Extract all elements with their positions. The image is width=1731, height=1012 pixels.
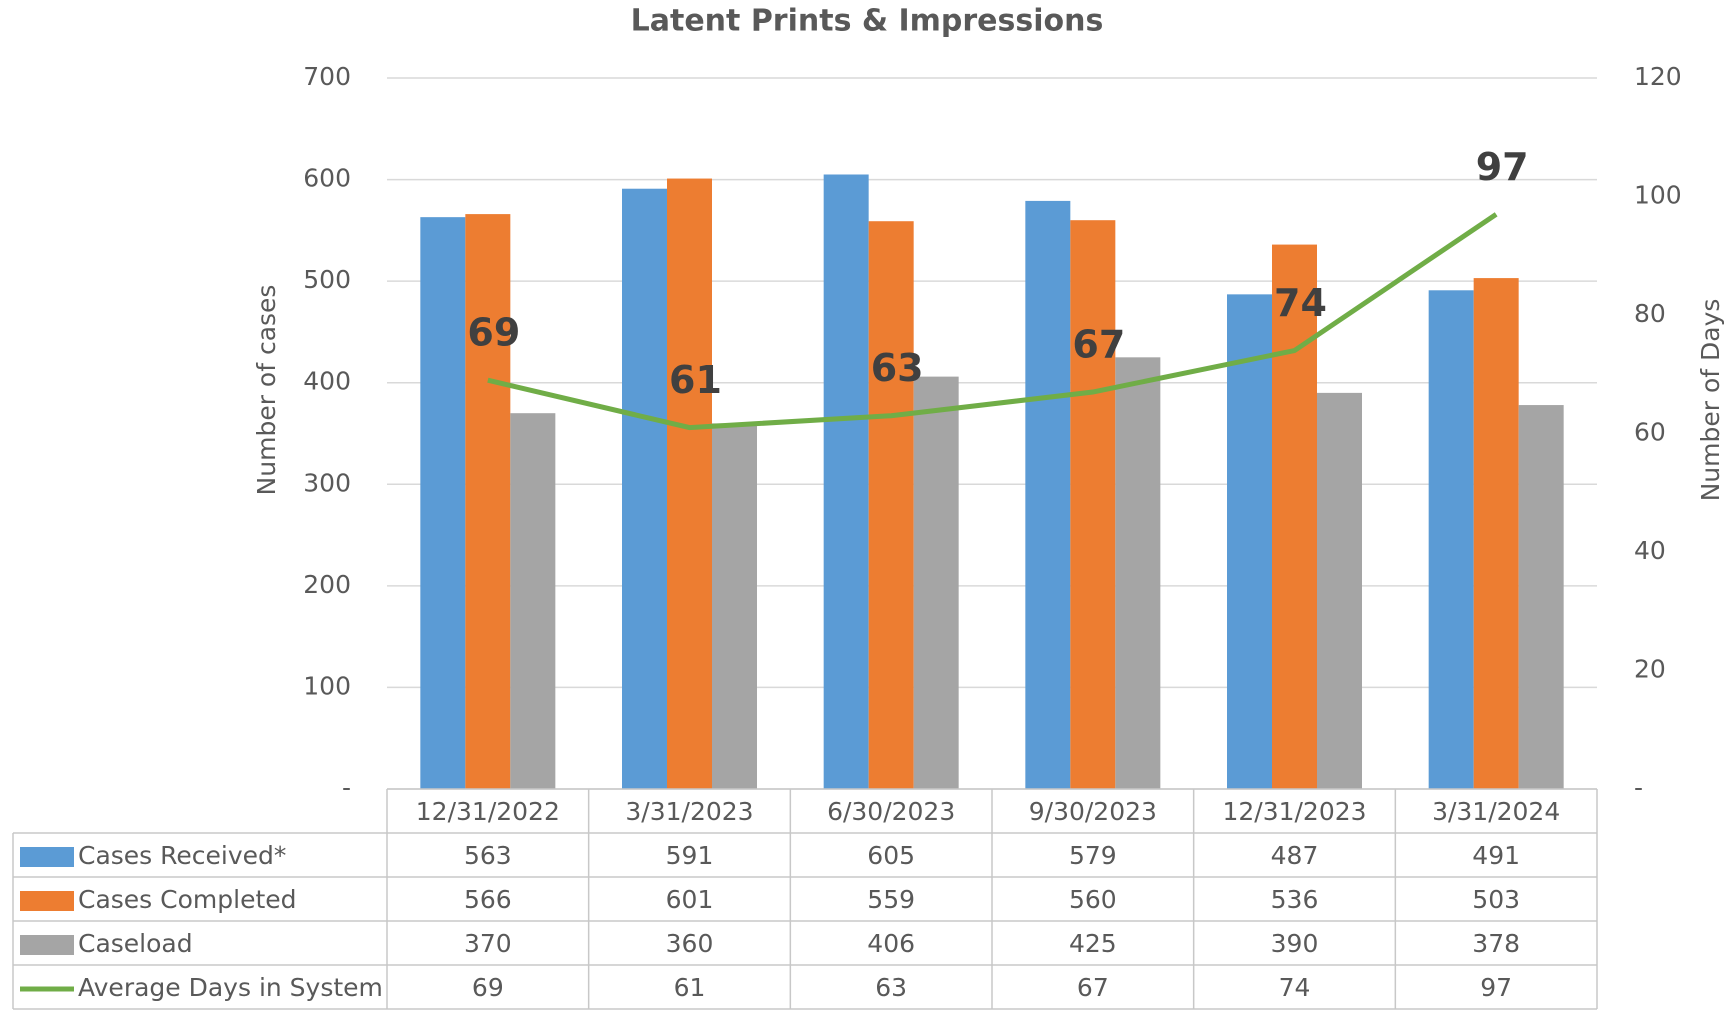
table-cell: 503 [1472,885,1520,914]
y2-tick-label: 100 [1634,181,1682,210]
y-tick-label: 300 [303,468,351,497]
y2-tick-label: 60 [1634,418,1666,447]
bar [1272,244,1317,789]
y-tick-label: 700 [303,62,351,91]
bar [913,376,959,789]
table-cell: 563 [464,841,512,870]
table-cell: 69 [472,973,504,1002]
table-cell: 378 [1472,929,1520,958]
bar [823,174,869,789]
y-tick-label: 400 [303,367,351,396]
table-cell: 97 [1480,973,1512,1002]
table-cell: 491 [1472,841,1520,870]
bar [420,217,466,790]
table-cell: 559 [867,885,915,914]
bar [667,178,712,789]
legend-key [20,935,74,955]
y-tick-label: 600 [303,164,351,193]
bar [1317,392,1362,789]
y2-tick-label: 120 [1634,62,1682,91]
legend-label: Caseload [78,929,193,958]
x-tick-label: 12/31/2023 [1222,797,1366,826]
bar [1115,357,1161,789]
line-series [487,212,1498,431]
table-cell: 579 [1069,841,1117,870]
bar [1518,405,1564,789]
table-cell: 601 [666,885,714,914]
x-tick-label: 12/31/2022 [416,797,560,826]
data-label: 74 [1274,281,1327,325]
x-tick-label: 9/30/2023 [1029,797,1157,826]
table-cell: 560 [1069,885,1117,914]
table-cell: 536 [1271,885,1319,914]
table-cell: 370 [464,929,512,958]
bar [510,413,556,789]
y-tick-label: - [342,773,351,802]
data-label: 61 [669,358,722,402]
bar [1227,294,1272,789]
y-axis-label: Number of cases [252,285,281,496]
table-cell: 74 [1279,973,1311,1002]
y2-tick-label: 20 [1634,655,1666,684]
table-cell: 67 [1077,973,1109,1002]
data-label: 69 [467,311,520,355]
legend-key [20,847,74,867]
y-tick-label: 500 [303,265,351,294]
table-cell: 425 [1069,929,1117,958]
table-cell: 61 [674,973,706,1002]
legend-key [20,891,74,911]
bar [868,221,914,790]
legend-label: Cases Received* [78,841,286,870]
table-cell: 390 [1271,929,1319,958]
y-tick-label: 100 [303,671,351,700]
table-cell: 605 [867,841,915,870]
bar [1025,200,1071,789]
bar [465,214,511,789]
x-tick-label: 3/31/2024 [1432,797,1560,826]
bar [622,188,667,789]
legend-label: Cases Completed [78,885,297,914]
table-cell: 406 [867,929,915,958]
y2-tick-label: 40 [1634,536,1666,565]
table-cell: 63 [875,973,907,1002]
x-tick-label: 3/31/2023 [625,797,753,826]
data-label: 97 [1476,145,1529,189]
bar [1070,220,1116,789]
bar [712,423,757,789]
y-tick-label: 200 [303,570,351,599]
chart-title: Latent Prints & Impressions [631,4,1104,39]
table-cell: 591 [666,841,714,870]
y2-tick-label: 80 [1634,299,1666,328]
table-cell: 487 [1271,841,1319,870]
bar [1428,290,1474,789]
data-label: 67 [1072,323,1125,367]
y2-axis-label: Number of Days [1696,299,1725,502]
y2-tick-label: - [1634,773,1643,802]
x-tick-label: 6/30/2023 [827,797,955,826]
data-label: 63 [871,346,924,390]
bar [1473,278,1519,789]
table-cell: 566 [464,885,512,914]
legend-label: Average Days in System [78,973,383,1002]
table-cell: 360 [666,929,714,958]
